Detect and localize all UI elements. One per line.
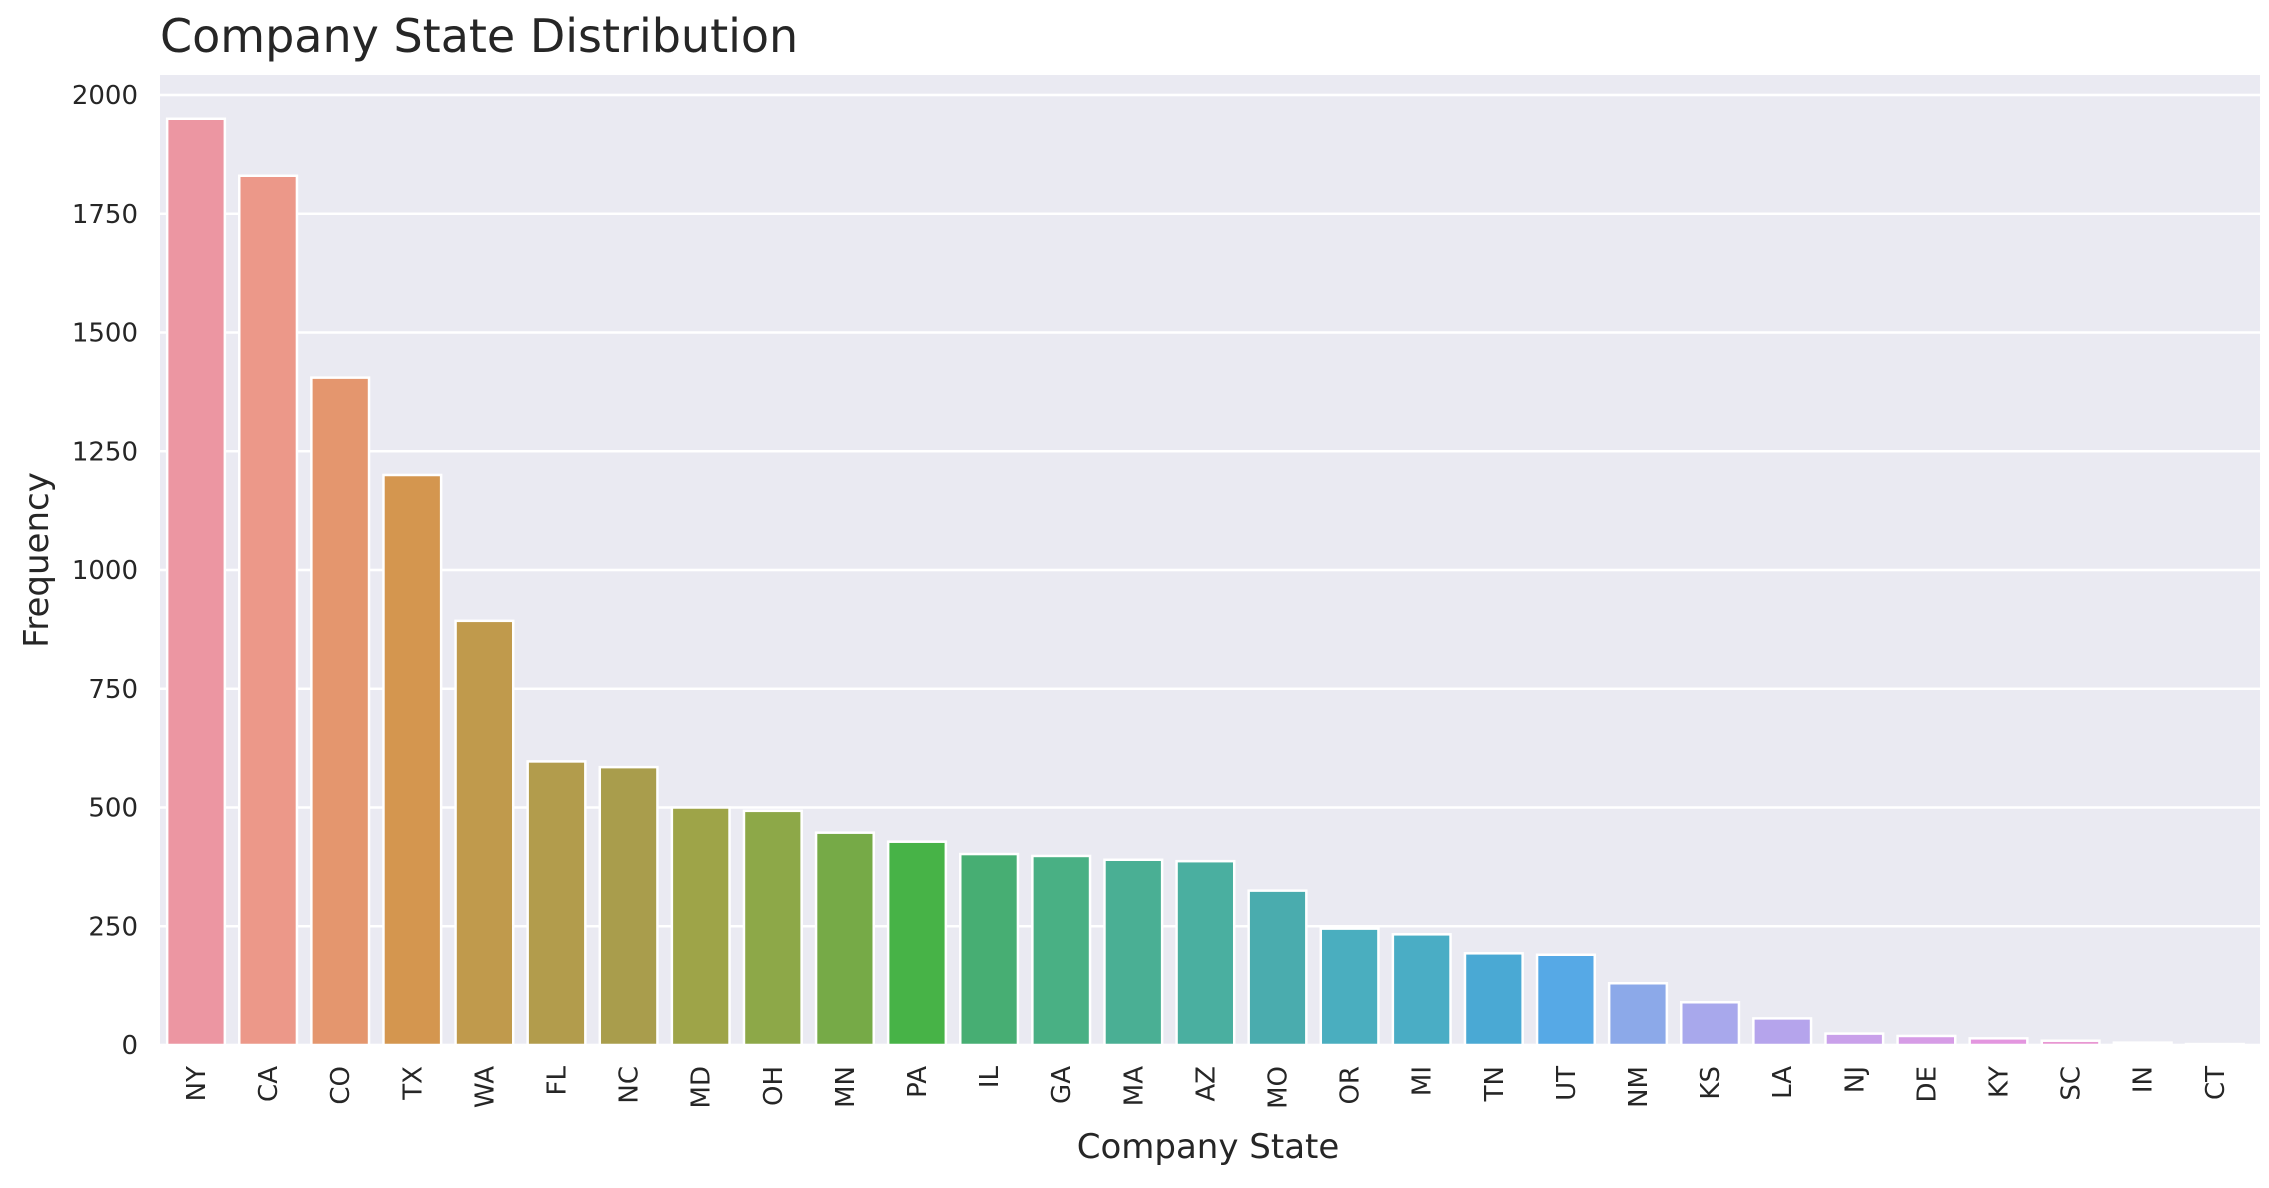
x-tick-label-nm: NM xyxy=(1624,1066,1654,1108)
y-tick-label: 1000 xyxy=(72,556,138,586)
bar-ky xyxy=(1968,1037,2029,1047)
bar-mi xyxy=(1391,933,1452,1047)
x-tick-label-ma: MA xyxy=(1119,1066,1149,1106)
bar-wa xyxy=(454,619,515,1047)
x-tick-label-ga: GA xyxy=(1047,1066,1077,1104)
bar-az xyxy=(1175,859,1236,1047)
x-tick-label-ct: CT xyxy=(2201,1066,2231,1100)
bar-oh xyxy=(742,809,803,1047)
bar-co xyxy=(310,376,371,1047)
x-tick-label-sc: SC xyxy=(2057,1066,2087,1101)
x-tick-label-nc: NC xyxy=(615,1066,645,1104)
x-tick-label-ks: KS xyxy=(1696,1066,1726,1100)
bar-la xyxy=(1752,1017,1813,1047)
x-tick-label-mi: MI xyxy=(1408,1066,1438,1096)
x-tick-label-or: OR xyxy=(1336,1066,1366,1105)
x-tick-label-de: DE xyxy=(1912,1066,1942,1102)
x-tick-label-tx: TX xyxy=(398,1066,428,1101)
bar-in xyxy=(2112,1041,2173,1047)
y-tick-label: 750 xyxy=(88,675,138,705)
bar-ct xyxy=(2184,1042,2245,1047)
bar-mn xyxy=(814,831,875,1047)
bar-sc xyxy=(2040,1039,2101,1047)
x-axis-ticks: NY CA CO TX WA FL NC MD OH MN PA IL GA MA AZ MO OR MI TN UT… xyxy=(182,1065,2231,1108)
bar-ga xyxy=(1031,854,1092,1047)
x-tick-label-ny: NY xyxy=(182,1066,212,1101)
bar-or xyxy=(1319,927,1380,1047)
bars xyxy=(165,117,2245,1047)
x-axis-label: Company State xyxy=(1077,1127,1340,1167)
x-tick-label-co: CO xyxy=(326,1066,356,1105)
x-tick-label-pa: PA xyxy=(903,1066,933,1098)
bar-ut xyxy=(1535,953,1596,1047)
x-tick-label-mn: MN xyxy=(831,1066,861,1108)
bar-md xyxy=(670,806,731,1047)
y-tick-label: 2000 xyxy=(72,81,138,111)
bar-tn xyxy=(1463,952,1524,1047)
x-tick-label-fl: FL xyxy=(543,1065,573,1095)
x-tick-label-ut: UT xyxy=(1552,1066,1582,1101)
x-tick-label-tn: TN xyxy=(1480,1066,1510,1102)
bar-ny xyxy=(165,117,227,1047)
y-tick-label: 500 xyxy=(88,794,138,824)
y-tick-label: 0 xyxy=(121,1031,138,1061)
y-tick-label: 250 xyxy=(88,912,138,942)
x-tick-label-la: LA xyxy=(1768,1066,1798,1099)
bar-ca xyxy=(238,174,299,1047)
x-tick-label-ky: KY xyxy=(1985,1066,2015,1098)
bar-pa xyxy=(886,840,948,1047)
bar-ma xyxy=(1103,858,1164,1047)
x-tick-label-in: IN xyxy=(2129,1066,2159,1093)
bar-ks xyxy=(1680,1001,1741,1047)
x-tick-label-mo: MO xyxy=(1264,1066,1294,1109)
bar-fl xyxy=(526,760,587,1047)
x-tick-label-il: IL xyxy=(975,1065,1005,1088)
x-tick-label-wa: WA xyxy=(470,1066,500,1108)
bar-nj xyxy=(1824,1032,1885,1047)
y-axis-ticks: 0 250 500 750 1000 1250 1500 1750 2000 xyxy=(72,81,138,1061)
bar-mo xyxy=(1247,889,1308,1047)
bar-tx xyxy=(382,473,443,1047)
y-tick-label: 1750 xyxy=(72,200,138,230)
x-tick-label-nj: NJ xyxy=(1840,1066,1870,1093)
bar-nm xyxy=(1607,982,1669,1047)
x-tick-label-oh: OH xyxy=(759,1066,789,1106)
y-tick-label: 1250 xyxy=(72,437,138,467)
x-tick-label-md: MD xyxy=(687,1066,717,1108)
x-tick-label-ca: CA xyxy=(254,1066,284,1102)
y-axis-label: Frequency xyxy=(17,472,57,648)
bar-il xyxy=(959,852,1020,1047)
bar-de xyxy=(1896,1034,1957,1047)
y-tick-label: 1500 xyxy=(72,319,138,349)
chart-title: Company State Distribution xyxy=(160,9,798,63)
x-tick-label-az: AZ xyxy=(1191,1066,1221,1102)
bar-nc xyxy=(598,765,659,1047)
